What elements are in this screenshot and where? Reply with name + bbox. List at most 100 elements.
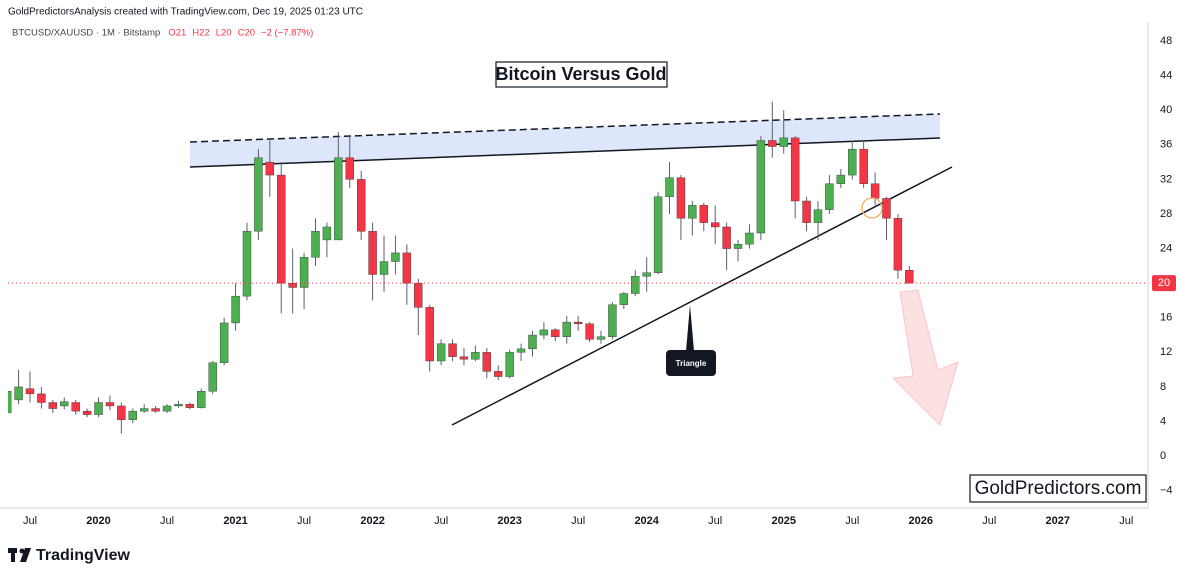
candle-body [836,174,846,184]
candle-body [311,231,320,258]
candle-body [790,137,800,202]
candle-body [197,391,206,408]
callout-box [666,350,716,376]
candle-body [494,371,503,377]
candle-body [573,321,583,325]
candle-body [277,174,286,284]
y-tick-label: 44 [1160,70,1172,82]
callout-text: Triangle [676,359,707,368]
x-tick-label: 2026 [909,515,933,527]
x-tick-label: Jul [434,515,448,527]
candle-body [893,218,903,271]
x-tick-label: 2022 [360,515,384,527]
logo-mark [11,548,15,562]
y-tick-label: −4 [1160,485,1173,497]
candle-body [608,304,617,337]
candle-body [459,356,469,360]
candle-body [208,362,217,392]
title-box [495,61,668,88]
candle-body [779,137,788,147]
candle-body [48,402,58,409]
candle-body [219,322,229,363]
tradingview-logo: TradingView [8,547,131,564]
x-tick-label: Jul [160,515,174,527]
x-tick-label: Jul [708,515,722,527]
candle-body [631,276,640,294]
candle-body [756,140,766,234]
footer-logo-text: TradingView [36,547,131,564]
candle-body [733,244,743,249]
candle-body [619,293,629,305]
candle-body [848,148,857,176]
y-tick-label: 40 [1160,104,1172,116]
candle-body [722,226,731,249]
candle-body [402,252,412,284]
candle-body [345,157,354,180]
x-tick-label: 2025 [771,515,795,527]
candle-body [870,183,880,199]
triangle-support-line [451,166,953,426]
watermark: GoldPredictors.com [975,478,1142,499]
candle-body [562,321,571,337]
candle-body [688,205,697,219]
resistance-line [189,137,941,168]
candle-body [368,231,377,275]
candles [8,101,914,434]
resistance-zone [190,114,940,167]
y-tick-label: 48 [1160,35,1172,47]
candle-body [14,386,23,401]
candle-body [471,352,480,360]
candle-body [711,222,720,228]
y-tick-label: 24 [1160,242,1172,254]
plot [8,101,1148,434]
x-tick-label: Jul [982,515,996,527]
candle-body [825,183,834,210]
candle-body [448,343,457,357]
candle-body [802,200,811,223]
candle-body [379,261,389,275]
y-tick-label: 16 [1160,312,1172,324]
watermark-box [969,474,1147,503]
x-tick-label: Jul [571,515,585,527]
x-tick-label: 2024 [634,515,659,527]
candle-body [665,177,674,197]
candle-body [436,343,446,362]
candle-body [414,282,423,308]
candle-body [231,295,240,324]
legend-value: −2 (−7.87%) [261,28,313,39]
logo-mark [19,548,25,554]
last-price-tag [1152,275,1176,292]
y-tick-label: 28 [1160,208,1172,220]
x-tick-label: 2027 [1046,515,1070,527]
legend-value: O21 [168,28,186,39]
candle-body [334,157,343,241]
x-tick-label: Jul [1119,515,1133,527]
x-tick-label: 2021 [223,515,247,527]
y-tick-label: 12 [1160,346,1172,358]
candle-body [25,388,35,395]
legend-value: L20 [216,28,232,39]
candle-body [8,391,12,414]
candle-body [768,140,777,147]
logo-mark [20,548,31,562]
y-tick-label: 4 [1160,415,1166,427]
candle-body [905,269,914,284]
down-arrow [891,289,959,426]
candle-body [94,402,103,415]
y-tick-label: 0 [1160,450,1166,462]
candle-body [265,161,275,176]
candle-body [288,282,297,288]
candle-body [505,352,514,377]
x-tick-label: Jul [297,515,311,527]
candle-body [391,252,400,262]
candle-body [105,402,115,407]
legend-value: H22 [192,28,209,39]
legend-symbol: BTCUSD/XAUUSD · 1M · Bitstamp [12,28,160,39]
candle-body [71,402,80,412]
candle-body [185,404,195,408]
candle-body [551,329,560,337]
last-price-label: 20 [1158,277,1170,289]
chart-title: Bitcoin Versus Gold [495,64,666,84]
candle-body [139,408,149,412]
candle-body [813,209,823,223]
